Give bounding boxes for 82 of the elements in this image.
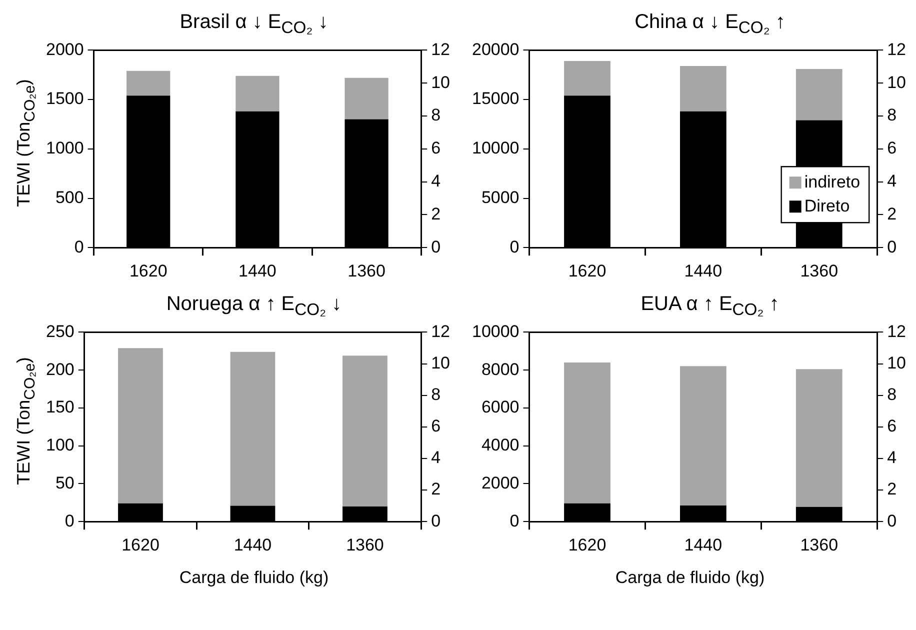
bar (342, 356, 388, 506)
y-tick-label: 10000 (472, 138, 520, 158)
y2-tick-label: 4 (431, 171, 441, 190)
bar (564, 61, 610, 96)
y-tick-label: 250 (46, 322, 74, 341)
y2-tick-label: 0 (431, 511, 441, 530)
x-tick-label: 1440 (684, 535, 722, 554)
y-tick-label: 1500 (46, 89, 84, 108)
y-tick-label: 10000 (472, 322, 520, 341)
y2-tick-label: 4 (431, 448, 441, 468)
x-tick-label: 1620 (568, 261, 606, 280)
y-tick-label: 2000 (46, 40, 84, 59)
x-tick-label: 1620 (122, 535, 160, 554)
y2-tick-label: 2 (431, 480, 441, 499)
x-tick-label: 1620 (129, 261, 168, 280)
bar (796, 369, 842, 507)
y-tick-label: 6000 (481, 398, 520, 417)
legend-label: indireto (804, 172, 860, 192)
y-tick-label: 8000 (481, 360, 520, 379)
bar (126, 70, 170, 96)
y-tick-label: 50 (55, 473, 74, 492)
x-tick-label: 1440 (684, 261, 722, 280)
y-tick-label: 4000 (481, 436, 520, 455)
y-tick-label: 100 (46, 436, 74, 455)
y2-tick-label: 4 (887, 448, 897, 468)
chart-title: Noruega α ↑ E$_{CO₂}$ ↓ (165, 292, 343, 319)
bar (230, 352, 276, 506)
y2-tick-label: 10 (431, 72, 450, 92)
y2-tick-label: 4 (887, 171, 897, 190)
x-tick-label: 1440 (234, 535, 272, 554)
y-tick-label: 500 (55, 188, 84, 207)
y2-tick-label: 8 (431, 385, 441, 404)
y2-tick-label: 8 (887, 385, 897, 404)
y2-tick-label: 6 (887, 138, 897, 158)
y2-tick-label: 6 (431, 138, 441, 158)
y2-tick-label: 12 (431, 322, 450, 341)
chart-title: Brasil α ↓ E$_{CO₂}$ ↓ (178, 10, 330, 37)
bar (564, 362, 610, 504)
y2-tick-label: 2 (431, 204, 441, 224)
x-axis-title: Carga de fluido (kg) (614, 568, 766, 588)
y2-tick-label: 6 (887, 416, 897, 436)
y2-tick-label: 12 (887, 40, 906, 59)
y2-tick-label: 2 (887, 204, 897, 224)
y-tick-label: 0 (510, 511, 520, 530)
y-tick-label: 15000 (472, 89, 520, 108)
y-tick-label: 150 (46, 398, 74, 417)
chart-title: China α ↓ E$_{CO₂}$ ↑ (634, 10, 786, 37)
y2-tick-label: 0 (887, 237, 897, 256)
y-tick-label: 200 (46, 360, 74, 379)
legend-label: Direto (804, 196, 850, 216)
x-tick-label: 1360 (346, 535, 384, 554)
bar (680, 66, 726, 112)
y2-tick-label: 10 (887, 72, 906, 92)
bar (680, 366, 726, 506)
bar (344, 78, 388, 120)
y-tick-label: 5000 (481, 188, 520, 207)
y2-tick-label: 10 (887, 353, 906, 372)
y-tick-label: 1000 (46, 138, 84, 158)
x-tick-label: 1440 (238, 261, 276, 280)
y2-tick-label: 8 (431, 106, 441, 125)
y2-tick-label: 8 (887, 106, 897, 125)
bar (236, 76, 280, 112)
y-tick-label: 2000 (481, 473, 520, 492)
y2-tick-label: 6 (431, 416, 441, 436)
y2-tick-label: 0 (431, 237, 441, 256)
y-tick-label: 0 (64, 511, 74, 530)
y2-tick-label: 2 (887, 480, 897, 499)
bar (118, 348, 163, 504)
bar (796, 68, 842, 120)
x-tick-label: 1360 (348, 261, 386, 280)
chart-title: EUA α ↑ E$_{CO₂}$ ↑ (640, 292, 780, 319)
y2-tick-label: 0 (887, 511, 897, 530)
x-tick-label: 1360 (800, 535, 838, 554)
x-tick-label: 1620 (568, 535, 606, 554)
y2-tick-label: 10 (431, 353, 450, 372)
x-tick-label: 1360 (800, 261, 838, 280)
x-axis-title: Carga de fluido (kg) (178, 568, 330, 588)
y2-tick-label: 12 (887, 322, 906, 341)
y2-tick-label: 12 (431, 40, 450, 59)
y-tick-label: 20000 (472, 40, 520, 59)
y-tick-label: 0 (510, 237, 520, 256)
y-tick-label: 0 (74, 237, 84, 256)
